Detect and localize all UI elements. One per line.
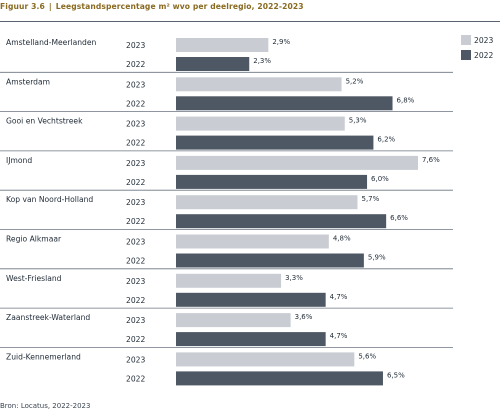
bar-2023 <box>176 38 269 52</box>
title-separator: | <box>48 2 52 11</box>
data-label: 7,6% <box>422 156 440 164</box>
figure-title-text: Leegstandspercentage m² wvo per deelregi… <box>55 2 304 11</box>
data-label: 5,9% <box>368 254 386 262</box>
bar-2022 <box>176 332 326 347</box>
year-label: 2022 <box>126 178 145 187</box>
legend-swatch-2022 <box>461 50 471 60</box>
region-label: West-Friesland <box>6 274 62 283</box>
region-label: Amsterdam <box>6 77 50 86</box>
bar-2023 <box>176 155 418 170</box>
year-label: 2022 <box>126 374 145 383</box>
legend-swatch-2023 <box>461 35 471 45</box>
year-label: 2022 <box>126 335 145 344</box>
bar-2023 <box>176 352 355 367</box>
data-label: 6,0% <box>371 175 389 183</box>
data-label: 5,3% <box>349 117 367 125</box>
year-label: 2022 <box>126 257 145 266</box>
region-label: Regio Alkmaar <box>6 235 62 244</box>
figure-number: Figuur 3.6 <box>0 2 45 11</box>
year-label: 2023 <box>126 198 145 207</box>
year-label: 2022 <box>126 99 145 108</box>
source-note: Bron: Locatus, 2022-2023 <box>0 402 91 410</box>
year-label: 2022 <box>126 139 145 148</box>
year-label: 2023 <box>126 277 145 286</box>
bar-2022 <box>176 135 374 150</box>
data-label: 2,9% <box>272 38 290 46</box>
region-label: Kop van Noord-Holland <box>6 195 93 204</box>
data-label: 6,8% <box>397 96 415 104</box>
bar-2023 <box>176 195 358 210</box>
data-label: 4,8% <box>333 235 351 243</box>
top-rule <box>0 21 500 22</box>
bar-2023 <box>176 313 291 328</box>
year-label: 2022 <box>126 296 145 305</box>
year-label: 2023 <box>126 120 145 129</box>
region-label: Amstelland-Meerlanden <box>6 38 97 47</box>
year-label: 2023 <box>126 41 145 50</box>
bar-2022 <box>176 292 326 307</box>
bar-chart: Amstelland-Meerlanden 2023 2,9% 2022 2,3% Ams… <box>0 35 493 386</box>
bar-2022 <box>176 174 368 189</box>
bar-2022 <box>176 57 250 71</box>
data-label: 2,3% <box>253 57 271 65</box>
year-label: 2023 <box>126 238 145 247</box>
region-label: Zuid-Kennemerland <box>6 352 81 361</box>
year-label: 2022 <box>126 217 145 226</box>
region-label: Zaanstreek-Waterland <box>6 313 90 322</box>
year-label: 2023 <box>126 316 145 325</box>
data-label: 5,2% <box>346 77 364 85</box>
data-label: 4,7% <box>330 332 348 340</box>
year-label: 2022 <box>126 60 145 69</box>
data-label: 3,6% <box>295 313 313 321</box>
region-label: Gooi en Vechtstreek <box>6 117 83 126</box>
bar-2022 <box>176 253 364 268</box>
bar-2022 <box>176 214 387 229</box>
bar-2022 <box>176 371 383 386</box>
legend-label: 2023 <box>474 36 493 45</box>
bar-2022 <box>176 96 393 111</box>
data-label: 5,6% <box>358 352 376 360</box>
data-label: 3,3% <box>285 274 303 282</box>
bar-2023 <box>176 77 342 92</box>
legend-label: 2022 <box>474 51 493 60</box>
region-label: IJmond <box>6 156 32 165</box>
data-label: 5,7% <box>362 195 380 203</box>
bar-2023 <box>176 116 345 131</box>
bar-2023 <box>176 234 329 249</box>
data-label: 6,2% <box>377 136 395 144</box>
figure-title: Figuur 3.6 | Leegstandspercentage m² wvo p… <box>0 2 304 11</box>
data-label: 6,6% <box>390 214 408 222</box>
data-label: 4,7% <box>330 293 348 301</box>
data-label: 6,5% <box>387 371 405 379</box>
bar-2023 <box>176 273 282 288</box>
year-label: 2023 <box>126 80 145 89</box>
year-label: 2023 <box>126 355 145 364</box>
year-label: 2023 <box>126 159 145 168</box>
